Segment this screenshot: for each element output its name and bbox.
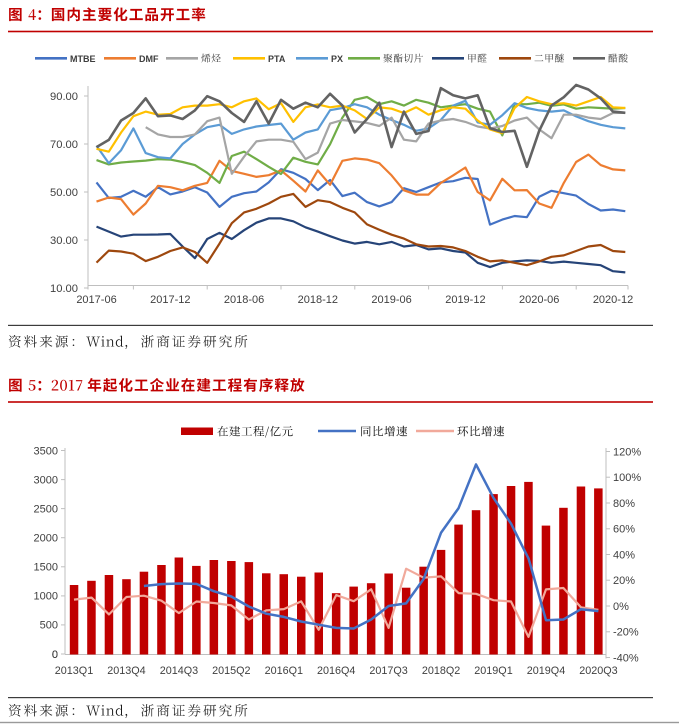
svg-text:2017-06: 2017-06 — [76, 294, 116, 306]
svg-text:MTBE: MTBE — [70, 54, 96, 64]
svg-text:20%: 20% — [613, 575, 635, 587]
svg-text:2020-06: 2020-06 — [519, 294, 559, 306]
svg-text:2020Q3: 2020Q3 — [579, 665, 617, 677]
svg-text:2015Q2: 2015Q2 — [212, 665, 250, 677]
svg-text:10.00: 10.00 — [50, 283, 78, 295]
svg-text:80%: 80% — [613, 498, 635, 510]
svg-text:2013Q1: 2013Q1 — [55, 665, 93, 677]
svg-text:2019Q4: 2019Q4 — [527, 665, 565, 677]
svg-text:-40%: -40% — [613, 652, 639, 664]
svg-text:2016Q1: 2016Q1 — [265, 665, 303, 677]
svg-text:2013Q4: 2013Q4 — [107, 665, 145, 677]
svg-text:2000: 2000 — [34, 533, 58, 545]
svg-text:2017Q3: 2017Q3 — [369, 665, 407, 677]
svg-text:50.00: 50.00 — [50, 187, 78, 199]
svg-text:2016Q4: 2016Q4 — [317, 665, 355, 677]
svg-text:2019Q1: 2019Q1 — [474, 665, 512, 677]
svg-text:30.00: 30.00 — [50, 235, 78, 247]
svg-text:100%: 100% — [613, 472, 641, 484]
svg-text:90.00: 90.00 — [50, 91, 78, 103]
svg-text:2018Q2: 2018Q2 — [422, 665, 460, 677]
svg-text:70.00: 70.00 — [50, 139, 78, 151]
svg-text:2018-06: 2018-06 — [224, 294, 264, 306]
svg-text:2019-12: 2019-12 — [445, 294, 485, 306]
svg-text:2017-12: 2017-12 — [150, 294, 190, 306]
svg-text:60%: 60% — [613, 524, 635, 536]
svg-text:0: 0 — [52, 649, 58, 661]
svg-text:PTA: PTA — [268, 54, 286, 64]
svg-text:0: 0 — [52, 649, 58, 661]
svg-text:1500: 1500 — [34, 562, 58, 574]
svg-text:2500: 2500 — [34, 503, 58, 515]
svg-text:3000: 3000 — [34, 474, 58, 486]
svg-text:40%: 40% — [613, 549, 635, 561]
svg-text:DMF: DMF — [139, 54, 159, 64]
svg-text:3500: 3500 — [34, 445, 58, 457]
svg-text:PX: PX — [331, 54, 343, 64]
svg-text:2019-06: 2019-06 — [371, 294, 411, 306]
svg-text:2020-12: 2020-12 — [593, 294, 633, 306]
svg-text:2018-12: 2018-12 — [298, 294, 338, 306]
svg-text:120%: 120% — [613, 446, 641, 458]
svg-text:2014Q3: 2014Q3 — [160, 665, 198, 677]
svg-text:1000: 1000 — [34, 591, 58, 603]
svg-text:500: 500 — [40, 620, 58, 632]
svg-text:-20%: -20% — [613, 627, 639, 639]
svg-text:0%: 0% — [613, 601, 629, 613]
